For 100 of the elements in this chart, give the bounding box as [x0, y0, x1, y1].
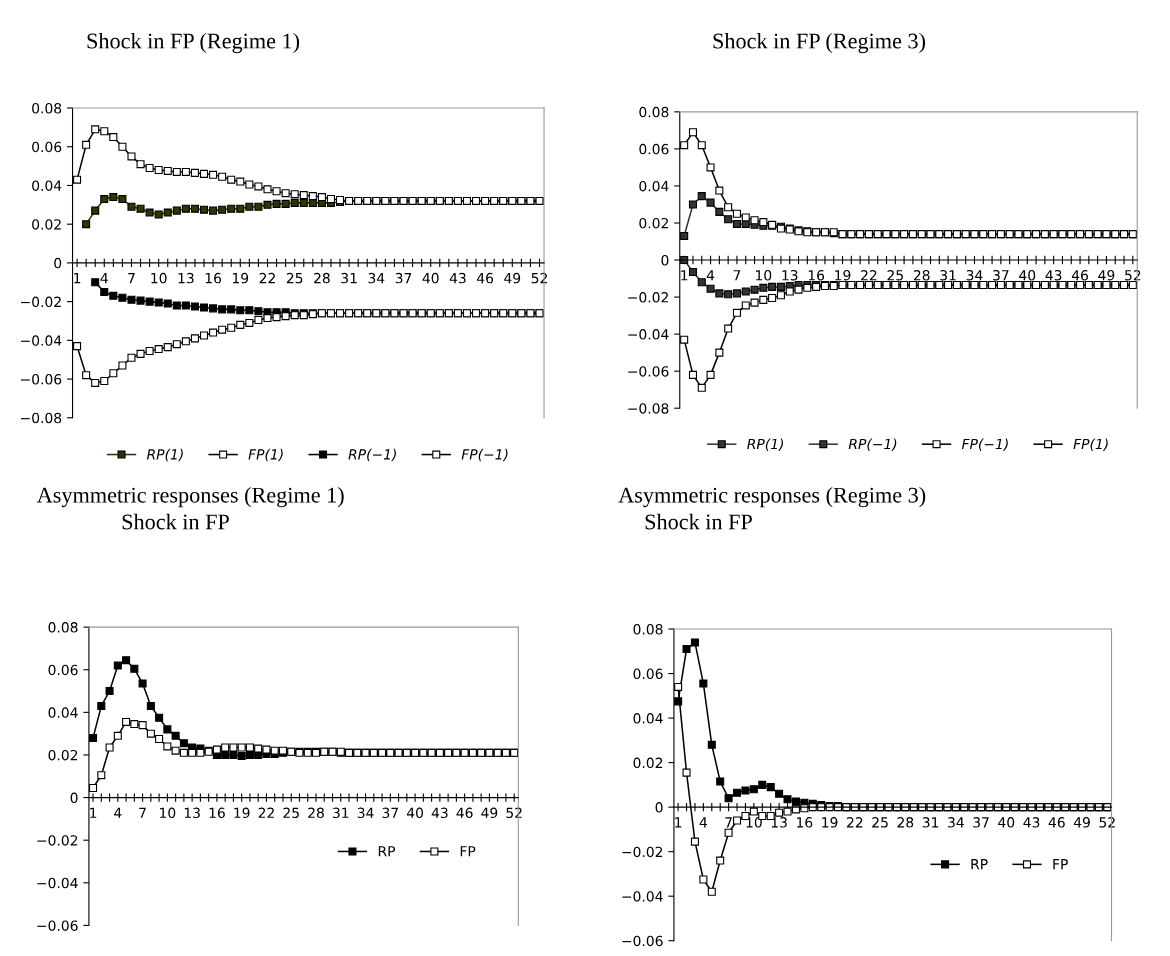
x-tick-label: 49	[1098, 270, 1115, 281]
x-tick-label: 34	[357, 807, 374, 819]
x-tick-label: 4	[114, 807, 122, 818]
x-tick-label: 16	[808, 270, 825, 281]
y-tick-label: −0.02	[622, 846, 663, 858]
x-tick-label: 43	[431, 807, 448, 819]
x-tick-label: 34	[966, 270, 983, 281]
y-tick-label: −0.02	[37, 835, 78, 846]
x-tick-label: 1	[675, 817, 682, 828]
x-tick-label: 7	[128, 273, 135, 284]
x-tick-label: 49	[481, 807, 498, 819]
x-tick-label: 10	[756, 270, 772, 281]
x-tick-label: 37	[395, 272, 412, 284]
x-tick-label: 46	[1048, 817, 1065, 828]
x-tick-label: 16	[797, 817, 813, 828]
x-tick-label: 7	[139, 807, 146, 818]
chart-title: Asymmetric responses (Regime 1)	[36, 487, 344, 508]
x-tick-label: 37	[973, 817, 989, 828]
x-tick-label: 13	[184, 807, 200, 819]
y-tick-label: −0.08	[21, 412, 62, 424]
x-tick-label: 1	[681, 270, 688, 281]
y-tick-label: −0.04	[21, 335, 62, 346]
y-tick-label: −0.06	[622, 935, 663, 947]
legend-label: FP(1)	[1073, 438, 1108, 451]
legend-label: RP(1)	[146, 448, 183, 462]
x-tick-label: 16	[205, 272, 222, 284]
y-tick-label: 0	[655, 802, 663, 813]
x-tick-label: 19	[822, 817, 838, 828]
x-tick-label: 22	[258, 807, 274, 818]
x-tick-label: 10	[151, 272, 167, 284]
y-tick-label: 0.08	[32, 103, 62, 114]
y-tick-label: 0.06	[639, 143, 669, 155]
y-tick-label: −0.02	[628, 292, 668, 303]
y-tick-label: 0.04	[32, 180, 62, 191]
x-tick-label: 49	[504, 272, 521, 284]
x-tick-label: 37	[382, 807, 398, 819]
x-tick-label: 1	[90, 807, 97, 818]
y-tick-label: −0.04	[628, 329, 669, 340]
x-tick-label: 40	[422, 272, 439, 284]
x-tick-label: 25	[283, 807, 299, 819]
y-tick-label: 0	[54, 257, 62, 269]
x-tick-label: 25	[286, 272, 303, 284]
x-tick-label: 25	[887, 270, 903, 281]
y-tick-label: −0.04	[622, 891, 663, 902]
legend-label: FP(1)	[248, 448, 283, 462]
y-tick-label: 0	[661, 255, 669, 266]
x-tick-label: 31	[333, 807, 349, 819]
legend-label: FP	[1053, 859, 1068, 870]
x-tick-label: 22	[259, 272, 275, 284]
y-tick-label: 0.06	[32, 141, 62, 153]
x-tick-label: 10	[160, 807, 176, 819]
x-tick-label: 13	[782, 270, 798, 281]
x-tick-label: 28	[308, 807, 324, 819]
x-tick-label: 31	[940, 270, 956, 281]
legend-label: RP(−1)	[848, 438, 897, 451]
x-tick-label: 49	[1073, 817, 1090, 828]
x-tick-label: 22	[861, 270, 877, 281]
x-tick-label: 31	[922, 817, 939, 828]
x-tick-label: 28	[897, 817, 914, 828]
x-tick-label: 43	[1045, 270, 1062, 281]
x-tick-label: 43	[449, 272, 466, 284]
y-tick-label: 0.06	[48, 664, 78, 676]
chart-subtitle: Shock in FP	[645, 513, 752, 530]
legend-label: RP	[378, 846, 396, 857]
y-tick-label: 0.02	[639, 217, 668, 229]
x-tick-label: 19	[835, 270, 851, 281]
legend-label: FP(−1)	[961, 438, 1008, 451]
x-tick-label: 37	[993, 270, 1009, 281]
chart-title: Shock in FP (Regime 3)	[713, 32, 926, 54]
x-tick-label: 1	[74, 273, 81, 284]
x-tick-label: 40	[406, 807, 424, 819]
y-tick-label: −0.04	[37, 877, 78, 889]
x-tick-label: 25	[872, 817, 888, 828]
x-tick-label: 4	[100, 273, 108, 284]
y-tick-label: 0.04	[639, 180, 669, 192]
x-tick-label: 34	[368, 272, 385, 284]
x-tick-label: 34	[948, 817, 964, 828]
y-tick-label: 0.04	[633, 713, 663, 724]
y-tick-label: 0.06	[633, 668, 663, 680]
x-tick-label: 7	[725, 817, 732, 828]
x-tick-label: 13	[771, 817, 787, 828]
legend-label: FP(−1)	[461, 448, 508, 462]
y-tick-label: −0.08	[628, 403, 669, 414]
x-tick-label: 7	[733, 270, 741, 281]
y-tick-label: 0.08	[48, 622, 78, 633]
x-tick-label: 46	[476, 272, 494, 284]
x-tick-label: 40	[998, 817, 1015, 828]
x-tick-label: 52	[506, 807, 522, 819]
y-tick-label: 0.08	[633, 624, 663, 635]
chart-title: Asymmetric responses (Regime 3)	[618, 487, 926, 508]
y-tick-label: −0.06	[628, 366, 669, 377]
y-tick-label: 0.02	[633, 757, 663, 769]
x-tick-label: 19	[234, 807, 250, 819]
x-tick-label: 28	[314, 272, 330, 284]
x-tick-label: 43	[1023, 817, 1040, 828]
x-tick-label: 22	[847, 817, 863, 828]
y-tick-label: −0.06	[37, 920, 78, 931]
x-tick-label: 28	[913, 270, 930, 281]
x-tick-label: 52	[1125, 270, 1141, 281]
x-tick-label: 31	[341, 272, 357, 284]
